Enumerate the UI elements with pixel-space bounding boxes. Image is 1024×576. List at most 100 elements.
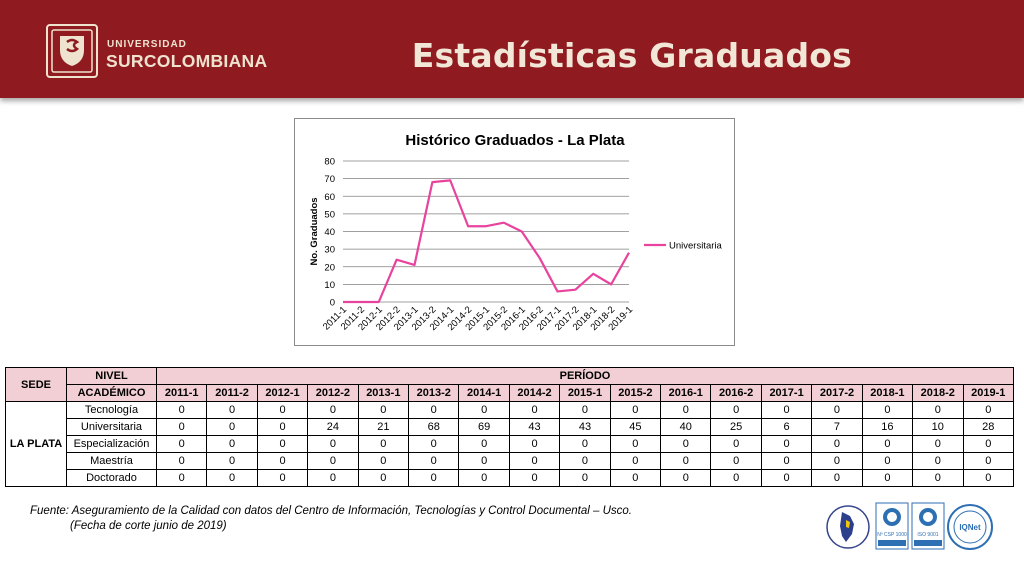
value-cell: 0 — [357, 435, 410, 453]
value-cell: 0 — [155, 418, 208, 436]
value-cell: 0 — [660, 435, 712, 453]
page-title: Estadísticas Graduados — [411, 36, 852, 75]
value-cell: 0 — [912, 452, 964, 470]
chart-title: Histórico Graduados - La Plata — [405, 132, 625, 149]
header-banner: UNIVERSIDAD SURCOLOMBIANA Estadísticas G… — [0, 0, 1024, 98]
value-cell: 25 — [710, 418, 762, 436]
cutoff-note: (Fecha de corte junio de 2019) — [70, 520, 227, 532]
value-cell: 0 — [811, 452, 863, 470]
value-cell: 24 — [307, 418, 359, 436]
value-cell: 0 — [811, 469, 863, 487]
value-cell: 0 — [256, 435, 309, 453]
table-row: LA PLATA Tecnología 0 0 0 0 0 0 0 0 0 0 0 0 0 0 0 0 0 — [5, 401, 1014, 487]
value-cell: 0 — [256, 418, 309, 436]
period-header-cell: 2019-1 — [962, 384, 1014, 402]
period-header-cell: 2013-1 — [357, 384, 410, 402]
iqnet-seal-icon: IQNet — [947, 504, 993, 550]
value-cell: 68 — [408, 418, 460, 436]
value-cell: 0 — [559, 469, 611, 487]
value-cell: 0 — [256, 401, 309, 419]
period-header-cell: 2012-1 — [256, 384, 309, 402]
value-cell: 0 — [660, 469, 712, 487]
value-cell: 0 — [609, 469, 662, 487]
period-header-cell: 2016-2 — [710, 384, 762, 402]
value-cell: 0 — [559, 435, 611, 453]
value-cell: 21 — [357, 418, 410, 436]
value-cell: 0 — [458, 435, 510, 453]
nivel-cell: Especialización — [66, 435, 157, 453]
y-tick-label: 80 — [324, 157, 335, 168]
value-cell: 0 — [962, 469, 1014, 487]
value-cell: 0 — [559, 401, 611, 419]
period-header-cell: 2015-2 — [609, 384, 662, 402]
period-header-cell: 2013-2 — [408, 384, 460, 402]
logo-wordmark-top: UNIVERSIDAD — [107, 39, 187, 50]
value-cell: 0 — [206, 401, 258, 419]
header-nivel-line2: ACADÉMICO — [66, 384, 157, 402]
period-header-cell: 2018-2 — [912, 384, 964, 402]
y-tick-label: 60 — [324, 192, 335, 203]
value-cell: 0 — [609, 435, 662, 453]
nivel-cell: Universitaria — [66, 418, 157, 436]
value-cell: 0 — [760, 401, 813, 419]
value-cell: 0 — [458, 401, 510, 419]
value-cell: 10 — [912, 418, 964, 436]
value-cell: 40 — [660, 418, 712, 436]
value-cell: 45 — [609, 418, 662, 436]
value-cell: 0 — [155, 452, 208, 470]
cert-label-2: ISO 9001 — [917, 532, 938, 538]
value-cell: 0 — [609, 401, 662, 419]
value-cell: 0 — [206, 452, 258, 470]
value-cell: 0 — [155, 401, 208, 419]
nivel-cell: Maestría — [66, 452, 157, 470]
graduates-table: SEDE NIVEL PERÍODO ACADÉMICO 2011-1 2011-… — [5, 367, 1014, 487]
value-cell: 0 — [508, 401, 561, 419]
value-cell: 0 — [458, 452, 510, 470]
value-cell: 0 — [357, 452, 410, 470]
value-cell: 0 — [811, 435, 863, 453]
value-cell: 0 — [307, 401, 359, 419]
line-chart: Histórico Graduados - La Plata 0 10 20 30 40 5… — [309, 132, 723, 333]
value-cell: 43 — [508, 418, 561, 436]
value-cell: 0 — [357, 401, 410, 419]
value-cell: 0 — [912, 469, 964, 487]
y-tick-label: 30 — [324, 245, 335, 256]
value-cell: 0 — [508, 469, 561, 487]
table-row: Maestría 0 0 0 0 0 0 0 0 0 0 0 0 0 0 0 0 0 — [6, 452, 1014, 470]
header-periodo: PERÍODO — [156, 367, 1014, 385]
cert-label-1: Nº CSP 1000 — [877, 532, 907, 538]
value-cell: 0 — [307, 469, 359, 487]
y-tick-label: 50 — [324, 209, 335, 220]
certification-logos: Nº CSP 1000 ISO 9001 IQNet — [826, 502, 993, 550]
value-cell: 0 — [307, 452, 359, 470]
value-cell: 0 — [508, 452, 561, 470]
value-cell: 0 — [206, 418, 258, 436]
value-cell: 0 — [710, 469, 762, 487]
table-row: Doctorado 0 0 0 0 0 0 0 0 0 0 0 0 0 0 0 0 0 — [6, 469, 1014, 487]
series-line — [343, 179, 630, 304]
period-header-cell: 2011-1 — [155, 384, 208, 402]
value-cell: 0 — [508, 435, 561, 453]
value-cell: 0 — [760, 435, 813, 453]
source-note: Fuente: Aseguramiento de la Calidad con … — [30, 505, 632, 517]
value-cell: 0 — [710, 452, 762, 470]
value-cell: 0 — [408, 469, 460, 487]
university-shield-logo — [46, 24, 98, 78]
value-cell: 0 — [760, 452, 813, 470]
value-cell: 16 — [861, 418, 914, 436]
value-cell: 0 — [206, 469, 258, 487]
value-cell: 0 — [408, 452, 460, 470]
y-tick-label: 40 — [324, 227, 335, 238]
period-header-cell: 2018-1 — [861, 384, 914, 402]
value-cell: 0 — [256, 469, 309, 487]
period-header-cell: 2015-1 — [559, 384, 611, 402]
value-cell: 43 — [559, 418, 611, 436]
table-row: Especialización 0 0 0 0 0 0 0 0 0 0 0 0 0 0 0 0 0 — [6, 435, 1014, 453]
table-row: Universitaria 0 0 0 24 21 68 69 43 43 45 40 25 6 7 16 10… — [6, 418, 1014, 436]
y-tick-label: 20 — [324, 262, 335, 273]
value-cell: 0 — [408, 435, 460, 453]
value-cell: 6 — [760, 418, 813, 436]
value-cell: 0 — [408, 401, 460, 419]
header-sede: SEDE — [5, 367, 67, 402]
value-cell: 0 — [760, 469, 813, 487]
